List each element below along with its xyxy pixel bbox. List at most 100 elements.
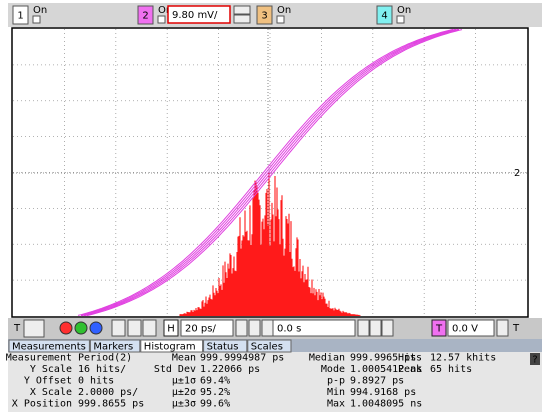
channel-marker: 2: [514, 168, 520, 179]
measurement-value: 2.0000 ps/: [78, 387, 138, 398]
measurement-label: Measurement: [6, 353, 72, 364]
scale-field[interactable]: [167, 5, 231, 24]
field[interactable]: [180, 319, 234, 337]
channel-state: On: [277, 5, 291, 16]
channel-state: On: [158, 5, 172, 16]
waveform-trace: [80, 28, 460, 317]
measurement-value: 69.4%: [200, 376, 230, 387]
scale-value: 9.80 mV/: [172, 10, 218, 21]
measurement-panel: [8, 352, 542, 412]
waveform-trace: [80, 28, 457, 316]
measurement-label: Peak: [398, 364, 422, 375]
measurement-value: 994.9168 ps: [350, 387, 416, 398]
horizontal-scale: 20 ps/: [185, 324, 216, 335]
help-label: ?: [532, 355, 537, 366]
channel-checkbox[interactable]: [157, 15, 166, 24]
spinner[interactable]: [23, 319, 45, 338]
arrow-button[interactable]: [369, 319, 382, 337]
channel-state: On: [397, 5, 411, 16]
measurement-label: Std Dev: [154, 364, 196, 375]
spinner[interactable]: [496, 319, 509, 337]
channel-button[interactable]: [137, 5, 154, 25]
measurement-value: 999.8655 ps: [78, 399, 144, 410]
trigger-level-label: T: [435, 324, 443, 335]
arrow-button[interactable]: [357, 319, 370, 337]
tab-label: Markers: [93, 342, 133, 353]
measurement-value: 1.0048095 ns: [350, 399, 422, 410]
tool-button[interactable]: [111, 319, 126, 337]
channel-button[interactable]: [376, 5, 393, 25]
waveform-trace: [86, 29, 463, 317]
measurement-label: μ±2σ: [172, 387, 196, 398]
measurement-label: Min: [327, 387, 345, 398]
color-button[interactable]: [59, 321, 73, 335]
measurement-label: Median: [309, 353, 345, 364]
h-button[interactable]: [163, 319, 179, 337]
measurement-value: Period(2): [78, 353, 132, 364]
channel-button[interactable]: [256, 5, 273, 25]
help-button[interactable]: [530, 353, 540, 365]
channel-number: 2: [142, 11, 148, 22]
waveform-trace: [83, 29, 460, 317]
channel-number: 4: [381, 11, 387, 22]
tab[interactable]: [89, 339, 141, 353]
channel-number: 1: [17, 11, 23, 22]
waveform-trace: [77, 28, 454, 316]
measurement-label: Hits: [398, 353, 422, 364]
tab[interactable]: [247, 339, 292, 353]
position-value: 0.0 s: [277, 324, 301, 335]
measurement-label: X Scale: [30, 387, 72, 398]
histogram-graphic: [179, 172, 361, 316]
color-button[interactable]: [74, 321, 88, 335]
color-button[interactable]: [89, 321, 103, 335]
measurement-value: 1.0005412 ns: [350, 364, 422, 375]
trigger-right-label: T: [512, 323, 520, 334]
channel-number: 3: [261, 11, 267, 22]
tool-button[interactable]: [235, 319, 248, 337]
channel-button[interactable]: [12, 5, 29, 25]
tab-label: Measurements: [12, 342, 86, 353]
channel-checkbox[interactable]: [276, 15, 285, 24]
tab-label: Scales: [251, 342, 283, 353]
channel-checkbox[interactable]: [32, 15, 41, 24]
measurement-label: Y Scale: [30, 364, 72, 375]
tab[interactable]: [8, 339, 90, 353]
measurement-label: Mean: [172, 353, 196, 364]
measurement-value: 95.2%: [200, 387, 230, 398]
tool-button[interactable]: [142, 319, 157, 337]
tab[interactable]: [203, 339, 248, 353]
measurement-value: 12.57 khits: [430, 353, 496, 364]
measurement-value: 9.8927 ps: [350, 376, 404, 387]
measurement-label: μ±1σ: [172, 376, 196, 387]
measurement-value: 0 hits: [78, 376, 114, 387]
field[interactable]: [447, 319, 495, 337]
trigger-label: T: [13, 323, 21, 334]
t-button[interactable]: [431, 319, 447, 337]
coupling-button[interactable]: [233, 5, 251, 15]
horizontal-label: H: [167, 324, 175, 335]
waveform-graphic: [77, 28, 463, 317]
channel-bar: [8, 3, 542, 27]
measurement-label: Max: [327, 399, 345, 410]
field[interactable]: [272, 319, 356, 337]
tab-label: Histogram: [144, 342, 196, 353]
trigger-level: 0.0 V: [452, 324, 478, 335]
tool-button[interactable]: [261, 319, 274, 337]
tab-label: Status: [207, 342, 239, 353]
measurement-value: 16 hits/: [78, 364, 126, 375]
measurement-label: Mode: [321, 364, 345, 375]
measurement-value: 1.22066 ps: [200, 364, 260, 375]
tool-button[interactable]: [248, 319, 261, 337]
measurement-value: 999.9965 ps: [350, 353, 416, 364]
measurement-label: Y Offset: [24, 376, 72, 387]
tab[interactable]: [140, 339, 204, 353]
coupling-button[interactable]: [233, 14, 251, 24]
tool-button[interactable]: [127, 319, 142, 337]
measurement-label: X Position: [12, 399, 72, 410]
measurement-label: p-p: [327, 376, 345, 387]
channel-checkbox[interactable]: [396, 15, 405, 24]
channel-state: On: [33, 5, 47, 16]
measurement-value: 99.6%: [200, 399, 230, 410]
measurement-value: 999.9994987 ps: [200, 353, 284, 364]
arrow-button[interactable]: [381, 319, 394, 337]
